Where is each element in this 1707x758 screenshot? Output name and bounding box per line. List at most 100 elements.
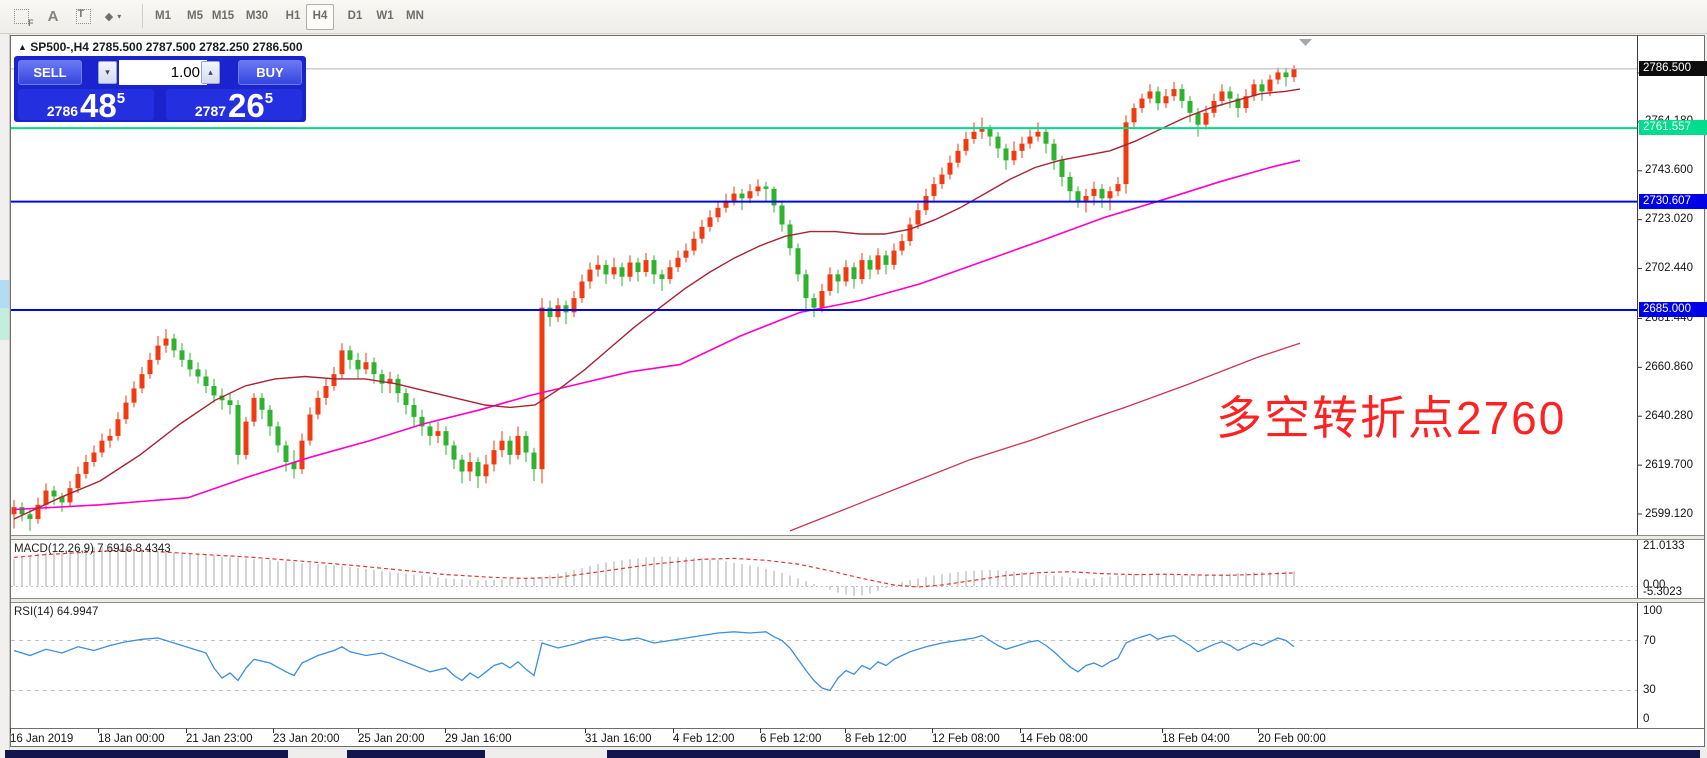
candle-body [1123,122,1129,185]
candle-body [1179,89,1185,101]
volume-increase-button[interactable]: ▴ [201,61,220,84]
candle-body [355,359,361,370]
candle-body [1259,84,1265,92]
price-axis[interactable] [1638,37,1706,728]
price-badge-3: 2685.000 [1639,301,1707,317]
candle-body [27,514,33,520]
date-label: 18 Feb 04:00 [1162,733,1230,745]
buy-price-box[interactable]: 2787 26 5 [166,89,302,122]
candle-body [1147,91,1153,99]
date-label: 4 Feb 12:00 [673,733,735,745]
dock-strip-block-0[interactable] [0,280,9,308]
grid-f-icon[interactable]: F [8,4,34,28]
candle-body [43,490,49,505]
one-click-toggle-icon[interactable]: ▲ [18,42,27,52]
dock-strip-block-1[interactable] [0,308,9,340]
candle-body [107,435,113,441]
left-dock-strip[interactable] [0,34,10,758]
candle-body [691,238,697,251]
candle-body [827,274,833,291]
sell-button[interactable]: SELL [18,60,82,85]
ma-long-line [789,342,1301,532]
chart-symbol-period: SP500-,H4 [30,40,89,54]
candle-body [907,224,913,242]
candle-body [1083,195,1089,201]
candle-body [1131,108,1137,123]
candle-body [99,440,105,453]
candle-body [891,250,897,265]
splitter-main-macd[interactable] [11,536,1704,539]
chart-ohlc-values: 2785.500 2787.500 2782.250 2786.500 [92,40,303,54]
candle-body [467,462,473,472]
chart-annotation-text[interactable]: 多空转折点2760 [1216,392,1567,444]
candle-body [187,359,193,370]
candle-body [19,507,25,515]
timeframe-button-M1[interactable]: M1 [155,10,171,22]
timeframe-button-W1[interactable]: W1 [376,10,394,22]
candle-body [123,402,129,420]
candle-body [995,136,1001,149]
candle-body [923,195,929,211]
grid-f-icon-box: F [13,8,34,28]
candle-body [619,267,625,277]
price-badge-0: 2786.500 [1639,60,1707,76]
buy-button[interactable]: BUY [238,60,302,85]
candle-body [1275,72,1281,80]
candle-body [443,431,449,446]
candle-body [1019,143,1025,151]
timeframe-button-D1[interactable]: D1 [347,10,363,22]
timeframe-button-MN[interactable]: MN [406,10,424,22]
sell-price-small: 2786 [46,103,79,119]
candle-body [683,250,689,258]
rsi-label: RSI(14) 64.9947 [14,606,99,618]
bottom-strip-segment-2 [607,750,1700,758]
candle-body [1171,89,1177,97]
rsi-line [13,631,1295,692]
timeframe-button-M5[interactable]: M5 [187,10,203,22]
dropdown-caret-icon: ▾ [117,11,122,21]
candle-body [491,450,497,465]
chart-shift-marker-icon[interactable] [1299,39,1312,46]
splitter-macd-rsi[interactable] [11,599,1704,602]
timeframe-button-H4[interactable]: H4 [306,4,334,30]
time-axis[interactable] [11,729,1637,747]
candle-body [427,426,433,436]
candle-body [763,186,769,189]
candle-body [499,440,505,451]
candle-body [403,393,409,406]
candle-body [563,305,569,313]
timeframe-button-M15[interactable]: M15 [211,10,235,22]
candle-body [779,205,785,225]
candle-body [475,462,481,477]
volume-decrease-button[interactable]: ▾ [98,61,117,84]
text-label-icon-box: T [75,8,91,24]
candle-body [1195,112,1201,125]
date-label: 23 Jan 20:00 [273,733,340,745]
text-label-icon[interactable]: T [70,4,96,28]
price-tick-label: 2619.700 [1645,458,1693,471]
price-badge-1: 2761.557 [1639,120,1707,136]
volume-input[interactable] [119,60,207,85]
candle-body [859,260,865,280]
candle-body [363,362,369,370]
date-label: 6 Feb 12:00 [760,733,822,745]
candle-body [235,405,241,455]
timeframe-button-M30[interactable]: M30 [245,10,269,22]
candle-body [803,274,809,299]
candle-body [947,162,953,175]
candle-body [67,488,73,503]
candle-body [171,338,177,351]
candle-body [211,386,217,396]
arrow-objects-icon[interactable]: ◆ ▾ [104,10,122,23]
candle-body [1243,96,1249,109]
candle-body [1035,131,1041,137]
candle-body [1043,131,1049,144]
candle-body [651,260,657,275]
sell-price-box[interactable]: 2786 48 5 [18,89,154,122]
timeframe-button-H1[interactable]: H1 [285,10,301,22]
candle-body [851,267,857,280]
candle-body [483,464,489,477]
candle-body [1155,91,1161,104]
text-a-icon[interactable]: A [47,7,59,25]
